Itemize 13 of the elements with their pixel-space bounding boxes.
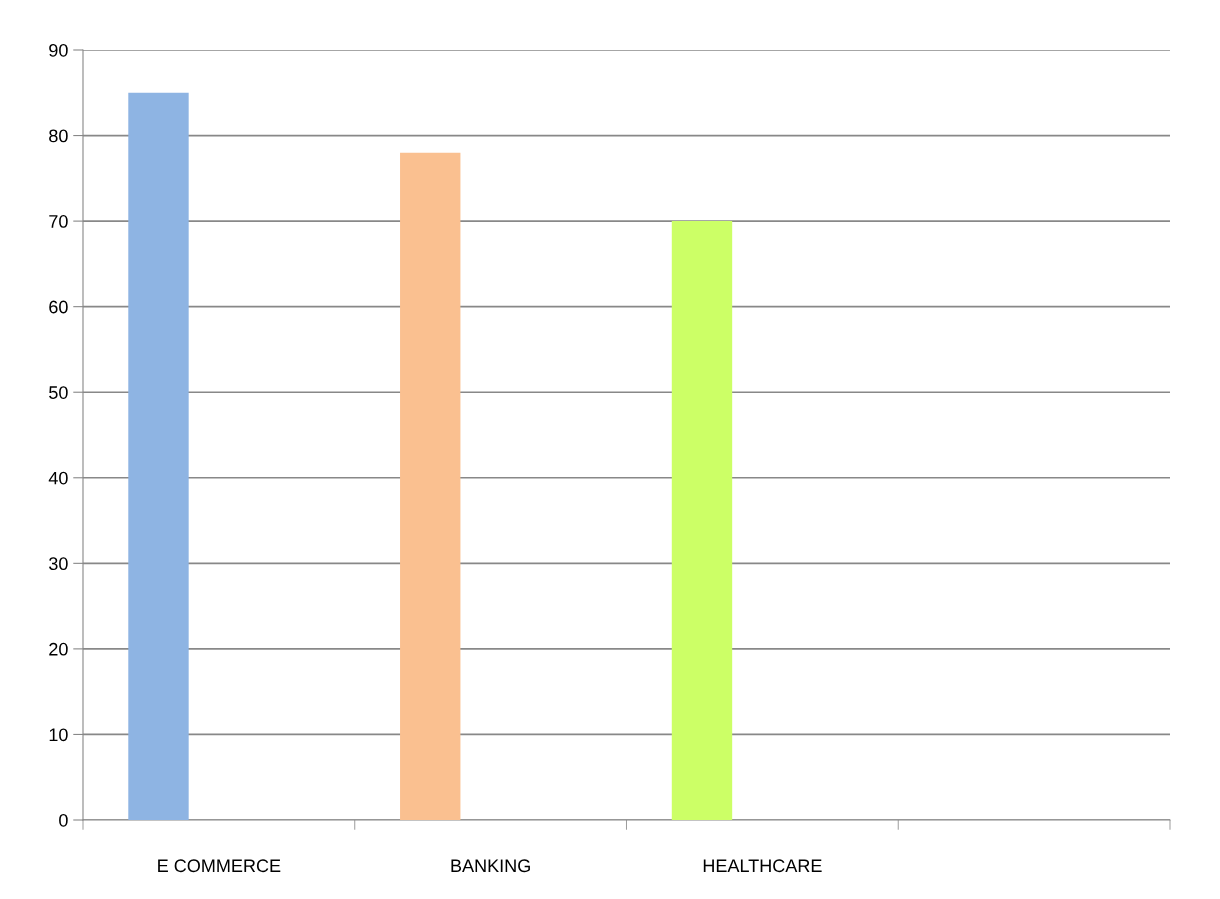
- y-tick-label: 60: [49, 300, 68, 314]
- y-tick-label: 80: [49, 129, 68, 143]
- x-tick-label: HEALTHCARE: [703, 859, 822, 873]
- y-tick-label: 50: [49, 386, 68, 399]
- y-tick-label: 10: [49, 728, 68, 742]
- x-tick-label: E COMMERCE: [158, 859, 281, 873]
- x-tick-label: BANKING: [451, 859, 530, 873]
- y-tick-label: 40: [48, 471, 68, 485]
- y-tick-label: 90: [49, 43, 68, 57]
- y-tick-label: 20: [49, 642, 68, 656]
- y-tick-label: 70: [49, 215, 68, 228]
- y-tick-label: 0: [59, 813, 68, 827]
- y-tick-label: 30: [49, 557, 68, 571]
